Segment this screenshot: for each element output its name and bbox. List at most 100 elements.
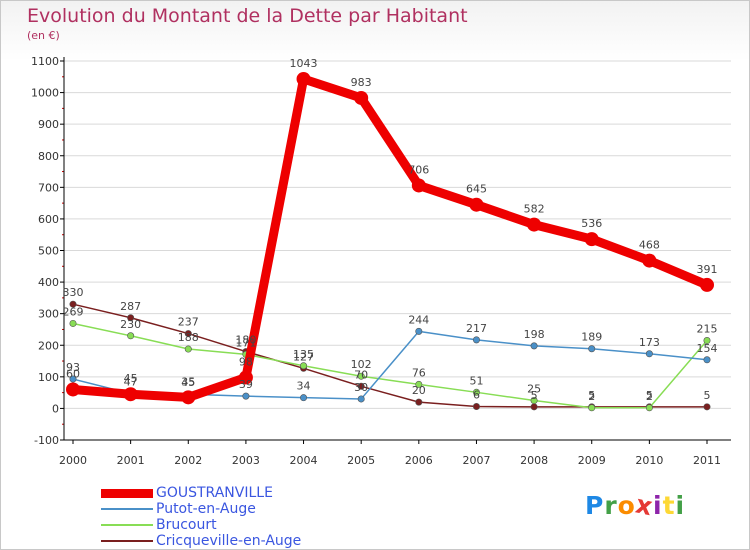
data-point xyxy=(300,362,308,370)
data-point xyxy=(700,277,714,292)
data-label: 60 xyxy=(66,367,80,380)
y-tick-label: 500 xyxy=(38,245,59,258)
logo-letter: t xyxy=(662,491,676,520)
data-point xyxy=(415,398,423,406)
logo-letter: i xyxy=(675,491,686,520)
series-line-cricqueville-en-auge xyxy=(72,303,708,408)
data-label: 287 xyxy=(120,300,141,313)
data-label: 20 xyxy=(412,384,426,397)
x-tick-label: 2011 xyxy=(693,454,721,467)
legend-label: Putot-en-Auge xyxy=(156,501,256,517)
legend-swatch xyxy=(101,524,153,526)
series-line-putot-en-auge xyxy=(72,330,708,400)
data-label: 5 xyxy=(646,389,653,402)
data-label: 180 xyxy=(235,334,256,347)
data-label: 39 xyxy=(239,378,253,391)
data-label: 217 xyxy=(466,322,487,335)
data-point xyxy=(300,394,308,402)
y-tick-label: 1100 xyxy=(31,55,59,68)
x-tick-label: 2010 xyxy=(635,454,663,467)
data-label: 189 xyxy=(581,331,602,344)
data-point xyxy=(415,327,423,335)
data-label: 5 xyxy=(704,389,711,402)
y-tick-label: 200 xyxy=(38,339,59,352)
data-label: 5 xyxy=(588,389,595,402)
data-point xyxy=(472,336,480,344)
chart-unit: (en €) xyxy=(27,29,60,42)
data-label: 5 xyxy=(531,389,538,402)
legend-swatch xyxy=(101,488,153,498)
data-point xyxy=(588,345,596,353)
y-tick-label: 800 xyxy=(38,150,59,163)
data-point xyxy=(527,217,542,232)
y-tick-label: 400 xyxy=(38,276,59,289)
data-label: 70 xyxy=(354,368,368,381)
legend-label: Cricqueville-en-Auge xyxy=(156,533,302,549)
data-point xyxy=(703,403,711,411)
series-line-brucourt xyxy=(72,322,708,409)
data-label: 1043 xyxy=(290,57,318,70)
proxiti-logo: Proxiti xyxy=(585,490,686,522)
data-label: 171 xyxy=(235,336,256,349)
data-point xyxy=(69,300,77,308)
data-label: 45 xyxy=(124,372,138,385)
data-label: 536 xyxy=(581,217,602,230)
data-label: 135 xyxy=(293,348,314,361)
x-tick-label: 2001 xyxy=(117,454,145,467)
data-label: 198 xyxy=(524,328,545,341)
data-point xyxy=(69,375,77,383)
data-label: 188 xyxy=(178,331,199,344)
series-line-goustranville xyxy=(68,74,712,402)
data-point xyxy=(703,356,711,364)
data-label: 244 xyxy=(408,313,429,326)
data-point xyxy=(357,372,365,380)
data-point xyxy=(415,380,423,388)
data-label: 30 xyxy=(354,381,368,394)
data-point xyxy=(530,342,538,350)
data-label: 47 xyxy=(124,376,138,389)
x-tick-label: 2003 xyxy=(232,454,260,467)
legend-label: Brucourt xyxy=(156,517,217,533)
data-point xyxy=(123,387,138,402)
data-point xyxy=(472,403,480,411)
y-tick-label: 1000 xyxy=(31,87,59,100)
data-point xyxy=(530,397,538,405)
data-point xyxy=(242,392,250,400)
y-tick-label: 100 xyxy=(38,371,59,384)
data-label: 215 xyxy=(697,323,718,336)
data-point xyxy=(354,90,369,105)
data-label: 706 xyxy=(408,163,429,176)
x-tick-label: 2009 xyxy=(578,454,606,467)
legend-swatch xyxy=(101,540,153,542)
axes: -100 0 100 200 300 400 500 600 700 800 900 1000 1100… xyxy=(31,55,731,467)
data-label: 391 xyxy=(697,263,718,276)
y-tick-label: 0 xyxy=(52,402,59,415)
data-point xyxy=(127,332,135,340)
data-label: 269 xyxy=(63,305,84,318)
y-tick-label: 900 xyxy=(38,118,59,131)
data-point xyxy=(181,390,196,405)
data-point xyxy=(296,72,311,87)
data-point xyxy=(357,395,365,403)
chart-title: Evolution du Montant de la Dette par Hab… xyxy=(27,5,468,27)
logo-letter: i xyxy=(653,491,663,520)
data-label: 127 xyxy=(293,350,314,363)
data-label: 34 xyxy=(297,380,311,393)
legend-swatch xyxy=(101,508,153,510)
data-point xyxy=(588,404,596,412)
data-point xyxy=(469,197,484,212)
data-label: 102 xyxy=(351,358,372,371)
data-label: 173 xyxy=(639,336,660,349)
data-point xyxy=(472,388,480,396)
data-point xyxy=(642,253,657,268)
data-point xyxy=(127,314,135,322)
data-point xyxy=(66,382,80,397)
data-point xyxy=(184,330,192,338)
data-label: 330 xyxy=(63,286,84,299)
data-label: 983 xyxy=(351,76,372,89)
data-label: 230 xyxy=(120,318,141,331)
data-label: 2 xyxy=(646,390,653,403)
x-tick-label: 2008 xyxy=(520,454,548,467)
